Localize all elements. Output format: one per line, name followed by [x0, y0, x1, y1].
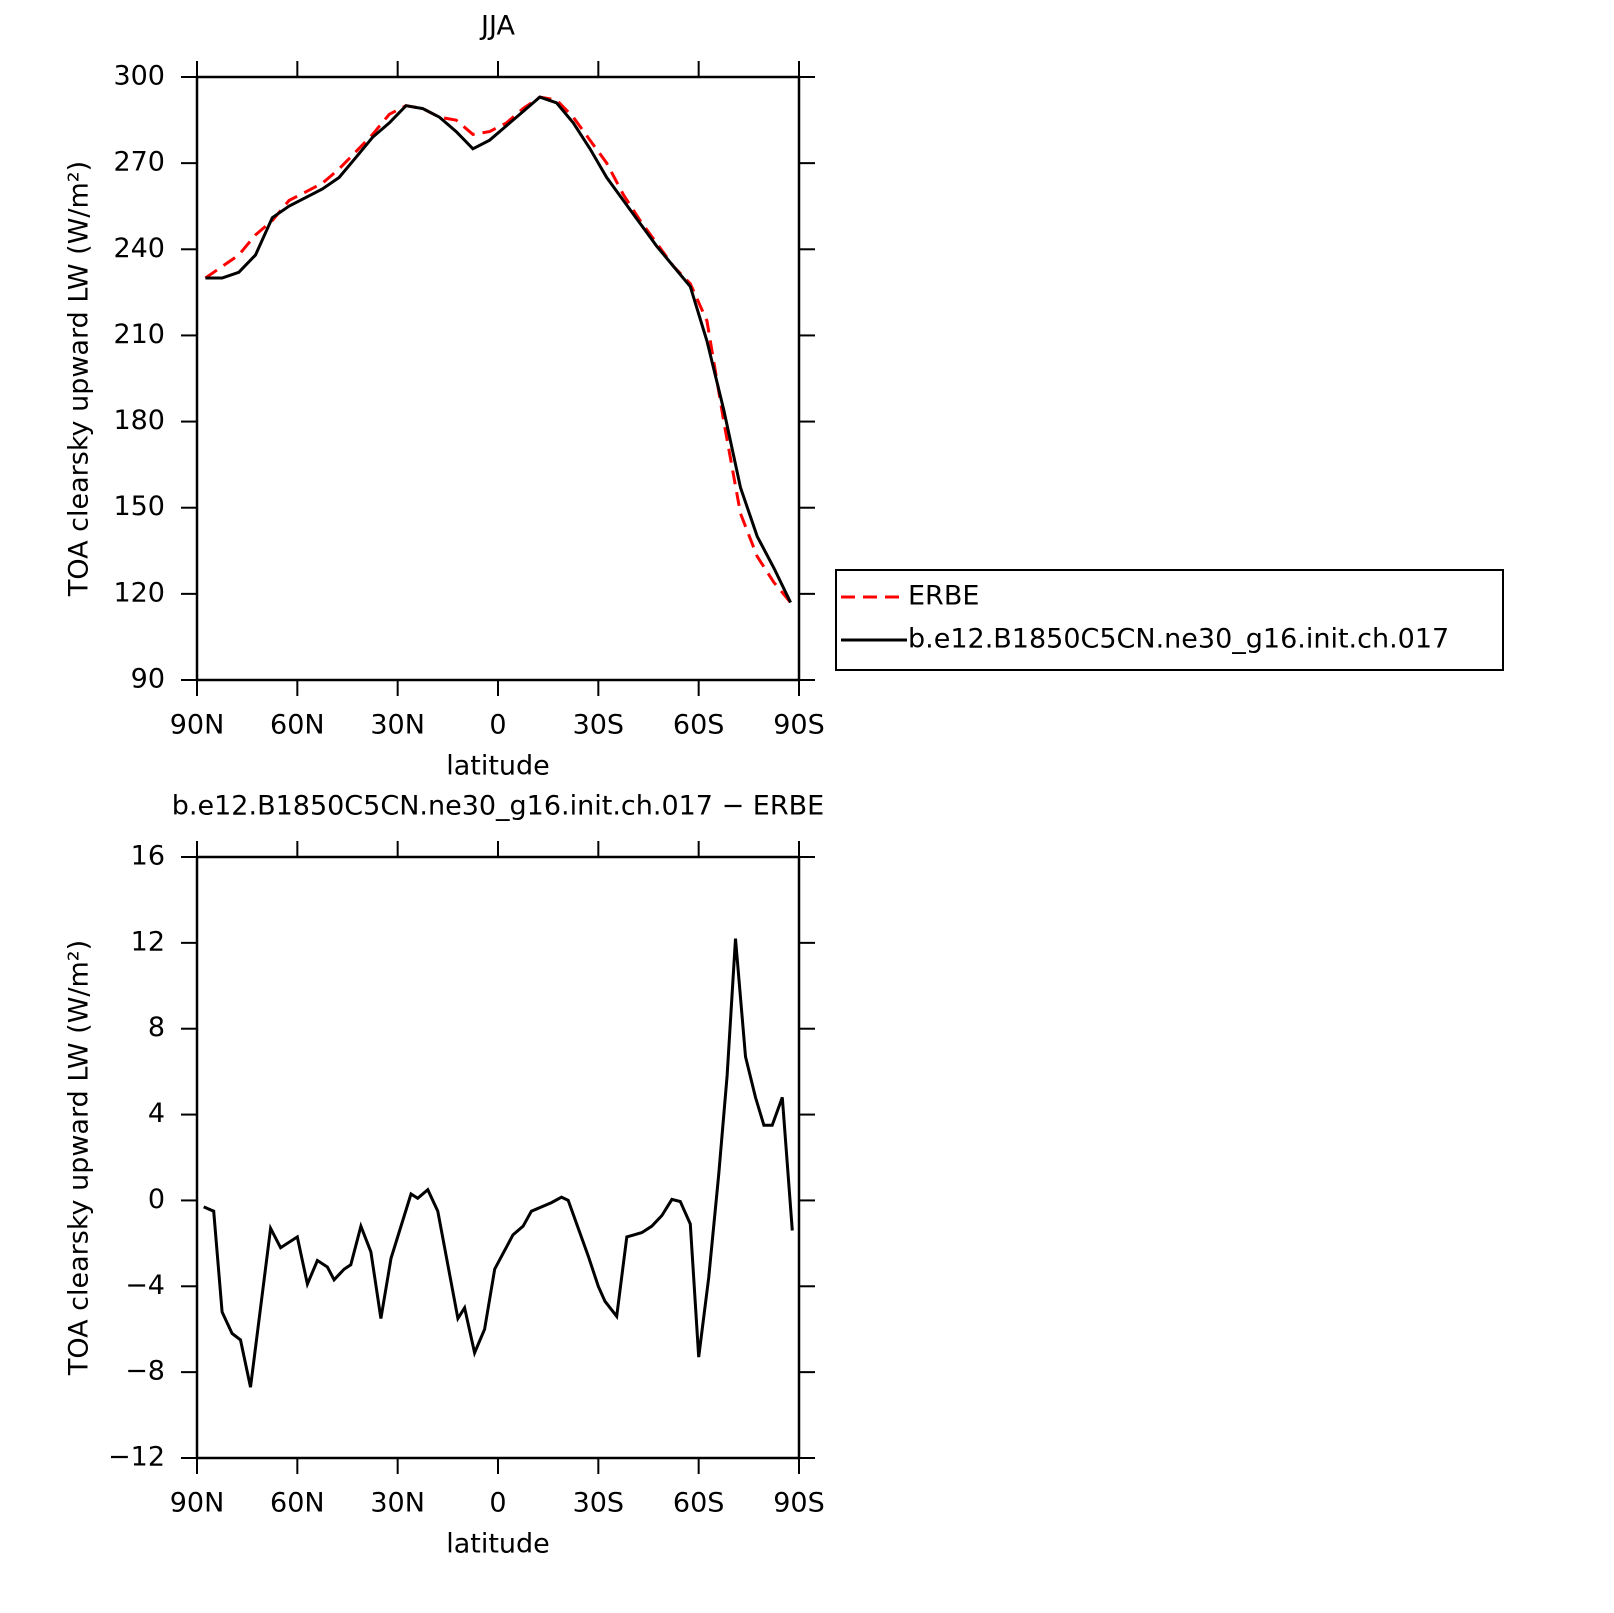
x-tick-label: 90N — [170, 710, 225, 741]
y-tick-label: 4 — [148, 1098, 165, 1129]
x-tick-label: 30S — [573, 1488, 625, 1519]
data-line — [204, 95, 792, 604]
data-line — [205, 95, 792, 604]
data-line — [203, 938, 794, 1388]
y-tick-label: 8 — [148, 1012, 165, 1043]
x-tick-label: 30N — [370, 1488, 425, 1519]
x-tick-label: 60N — [270, 1488, 325, 1519]
x-tick-label: 90S — [773, 710, 825, 741]
y-tick-label: 0 — [148, 1184, 165, 1215]
y-axis-label: TOA clearsky upward LW (W/m²) — [64, 940, 95, 1376]
y-tick-label: 240 — [113, 233, 165, 264]
y-tick-label: 270 — [113, 147, 165, 178]
y-tick-label: 90 — [131, 664, 165, 695]
x-tick-label: 30N — [370, 710, 425, 741]
legend-label: ERBE — [908, 581, 979, 612]
y-tick-label: 180 — [113, 405, 165, 436]
x-tick-label: 0 — [489, 710, 506, 741]
x-tick-label: 90S — [773, 1488, 825, 1519]
chart-title: b.e12.B1850C5CN.ne30_g16.init.ch.017 − E… — [172, 791, 824, 822]
x-axis-label: latitude — [446, 751, 550, 782]
x-tick-label: 0 — [489, 1488, 506, 1519]
x-tick-label: 60S — [673, 1488, 725, 1519]
y-tick-label: 12 — [131, 926, 165, 957]
legend-label: b.e12.B1850C5CN.ne30_g16.init.ch.017 — [908, 624, 1449, 655]
legend-box — [835, 569, 1504, 671]
x-tick-label: 30S — [573, 710, 625, 741]
x-tick-label: 60N — [270, 710, 325, 741]
x-tick-label: 90N — [170, 1488, 225, 1519]
x-axis-label: latitude — [446, 1529, 550, 1560]
y-tick-label: 300 — [113, 61, 165, 92]
plot-frame — [195, 855, 801, 1460]
chart-title: JJA — [479, 11, 515, 42]
y-axis-label: TOA clearsky upward LW (W/m²) — [64, 161, 95, 597]
y-tick-label: 120 — [113, 577, 165, 608]
y-tick-label: −12 — [108, 1442, 165, 1473]
plot-frame — [195, 75, 801, 682]
y-tick-label: 150 — [113, 491, 165, 522]
y-tick-label: 210 — [113, 319, 165, 350]
x-tick-label: 60S — [673, 710, 725, 741]
y-tick-label: 16 — [131, 841, 165, 872]
y-tick-label: −8 — [125, 1356, 165, 1387]
y-tick-label: −4 — [125, 1270, 165, 1301]
